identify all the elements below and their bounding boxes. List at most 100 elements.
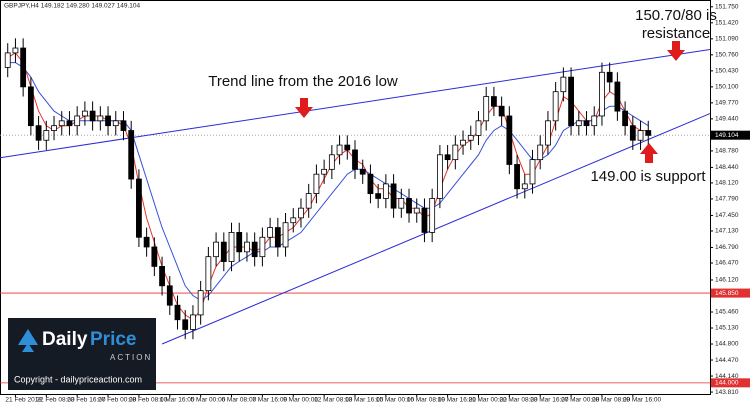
candle-body: [444, 154, 451, 161]
candle-body: [174, 304, 181, 321]
candle-body: [12, 47, 19, 54]
logo-tag: ACTION: [110, 353, 152, 362]
y-tick-label: 145.130: [715, 325, 739, 332]
y-tick-label: 144.800: [715, 341, 739, 348]
price-label: 145.850: [715, 290, 739, 297]
candle-body: [336, 144, 343, 156]
y-tick-label: 146.120: [715, 277, 739, 284]
arrow-down: [667, 41, 685, 61]
axes: 151.750 151.420 151.090 150.760 150.430 150.1…: [5, 4, 750, 404]
price-label-box: [711, 378, 750, 388]
candle-body: [575, 120, 582, 127]
y-tick-label: 148.440: [715, 164, 739, 171]
candle-body: [282, 222, 289, 248]
candle-body: [244, 241, 250, 253]
candle-body: [97, 115, 104, 122]
candle-body: [159, 265, 165, 287]
candle-body: [74, 115, 81, 127]
candle-body: [475, 120, 482, 136]
y-tick-label: 148.780: [715, 148, 739, 155]
candle-body: [599, 71, 605, 117]
candle-body: [521, 183, 528, 190]
x-tick-label: 5 Mar 00:00: [191, 397, 226, 404]
candle-body: [359, 168, 366, 175]
candle-body: [406, 198, 412, 214]
candle-body: [460, 139, 466, 146]
candle-body: [213, 241, 219, 258]
x-tick-label: 28 Feb 08:00: [129, 397, 168, 404]
candle-body: [274, 227, 281, 248]
candle-body: [606, 71, 613, 83]
x-tick-label: 21 Mar 00:00: [468, 397, 507, 404]
candle-body: [560, 76, 567, 93]
candle-body: [105, 115, 111, 127]
candle-body: [66, 120, 73, 127]
candle-body: [629, 125, 636, 141]
x-tick-label: 27 Feb 00:00: [98, 397, 137, 404]
x-tick-label: 23 Mar 16:00: [530, 397, 569, 404]
y-tick-label: 151.750: [715, 4, 739, 11]
candle-body: [498, 105, 505, 117]
candle-body: [236, 232, 243, 253]
candle-body: [313, 173, 320, 195]
y-tick-label: 150.760: [715, 52, 739, 59]
arrow-up: [640, 143, 658, 163]
y-tick-label: 151.090: [715, 36, 739, 43]
candle-body: [382, 183, 389, 199]
candle-body: [43, 130, 50, 141]
candle-body: [89, 110, 96, 122]
annotation: 149.00 is support: [590, 168, 706, 185]
candle-body: [413, 207, 420, 214]
candle-body: [251, 241, 258, 258]
candle-body: [298, 207, 304, 219]
candle-body: [352, 149, 358, 170]
candle-body: [483, 96, 490, 122]
x-tick-label: 6 Mar 08:00: [222, 397, 257, 404]
candle-body: [436, 154, 443, 199]
x-tick-label: 16 Mar 08:00: [407, 397, 446, 404]
trend-line: [0, 48, 711, 159]
candle-body: [367, 173, 374, 195]
y-tick-label: 149.440: [715, 116, 739, 123]
candle-body: [398, 198, 405, 209]
y-tick-label: 150.100: [715, 84, 739, 91]
x-tick-label: 9 Mar 00:00: [283, 397, 318, 404]
price-label-box: [711, 130, 750, 140]
candle-body: [545, 120, 551, 146]
x-tick-label: 29 Mar 16:00: [623, 397, 662, 404]
candle-body: [166, 285, 173, 306]
candle-body: [305, 193, 312, 209]
x-tick-label: 15 Mar 00:00: [376, 397, 415, 404]
candle-body: [35, 125, 42, 141]
candle-body: [421, 207, 428, 233]
y-tick-label: 147.130: [715, 228, 739, 235]
candle-body: [529, 159, 536, 185]
candle-body: [568, 76, 574, 127]
x-tick-label: 21 Feb 2018: [5, 397, 42, 404]
x-tick-label: 7 Mar 16:00: [252, 397, 287, 404]
candle-body: [259, 236, 266, 258]
chart-title: GBPJPY,H4 149.182 149.280 149.027 149.10…: [4, 3, 141, 10]
candle-body: [614, 81, 621, 112]
candle-body: [467, 134, 474, 141]
candle-body: [321, 168, 328, 175]
y-tick-label: 148.120: [715, 180, 739, 187]
candle-body: [375, 193, 382, 199]
candle-body: [112, 120, 119, 127]
candle-body: [20, 47, 27, 88]
candle-body: [429, 198, 436, 233]
x-tick-label: 28 Mar 08:00: [592, 397, 631, 404]
candle-body: [637, 130, 644, 141]
candle-body: [514, 164, 520, 190]
candle-body: [143, 236, 150, 248]
candle-body: [27, 86, 34, 127]
candle-body: [344, 144, 351, 151]
x-tick-label: 23 Feb 16:00: [67, 397, 106, 404]
arrow-down: [295, 98, 313, 118]
candle-body: [591, 115, 598, 127]
x-tick-label: 12 Mar 08:00: [314, 397, 353, 404]
y-tick-label: 151.420: [715, 20, 739, 27]
candle-body: [267, 227, 274, 238]
logo: Daily Price ACTION Copyright - dailypric…: [8, 318, 156, 390]
